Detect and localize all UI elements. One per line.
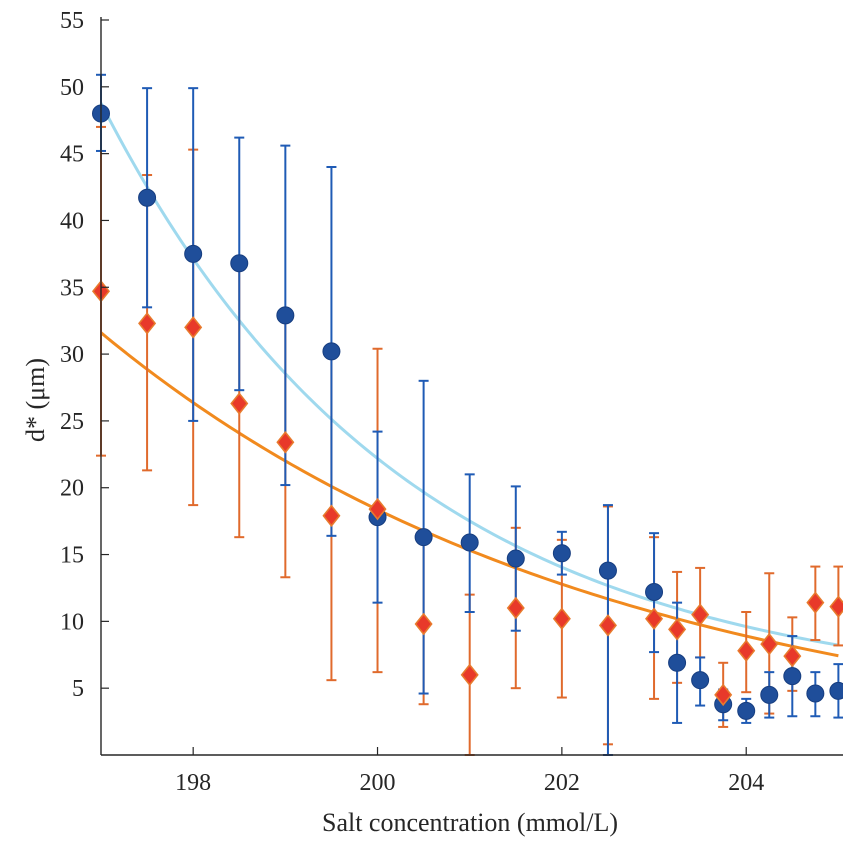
data-point-circle <box>668 653 687 672</box>
y-tick-label: 50 <box>60 75 84 101</box>
data-point-diamond <box>552 607 571 630</box>
error-bars <box>96 73 843 756</box>
data-point-circle <box>691 671 710 690</box>
data-point-circle <box>276 306 295 325</box>
data-point-circle <box>138 188 157 207</box>
data-point-diamond <box>760 632 779 656</box>
data-point-diamond <box>138 312 157 335</box>
y-tick-label: 35 <box>60 275 84 301</box>
data-point-diamond <box>368 497 387 521</box>
data-markers <box>91 104 843 720</box>
data-point-diamond <box>598 614 617 637</box>
data-point-diamond <box>414 612 433 636</box>
data-point-diamond <box>184 316 203 339</box>
tick-labels: 5 10 15 20 25 30 35 40 45 50 55 198 200 202 204 <box>60 8 764 796</box>
data-point-diamond <box>737 639 756 663</box>
x-tick-label: 198 <box>175 770 211 796</box>
data-point-circle <box>783 667 802 686</box>
data-point-diamond <box>668 618 687 641</box>
x-tick-label: 204 <box>728 770 764 796</box>
data-point-circle <box>598 561 617 580</box>
data-point-diamond <box>460 663 479 687</box>
data-point-diamond <box>322 504 341 528</box>
data-point-diamond <box>829 595 843 618</box>
data-point-diamond <box>276 431 295 454</box>
data-point-circle <box>552 544 571 563</box>
data-point-diamond <box>691 603 710 626</box>
data-point-circle <box>760 685 779 704</box>
data-point-diamond <box>783 644 802 668</box>
y-axis-label: d* (μm) <box>21 358 50 442</box>
data-point-circle <box>414 528 433 547</box>
data-point-diamond <box>714 683 733 707</box>
y-tick-label: 45 <box>60 142 84 168</box>
y-tick-label: 20 <box>60 476 84 502</box>
y-tick-label: 30 <box>60 342 84 368</box>
data-point-circle <box>806 684 825 703</box>
data-point-circle <box>506 549 525 568</box>
data-point-circle <box>645 582 664 601</box>
data-point-diamond <box>506 596 525 620</box>
data-point-circle <box>322 342 341 361</box>
data-point-circle <box>230 254 249 273</box>
data-point-circle <box>829 681 843 700</box>
data-point-circle <box>184 244 203 263</box>
x-tick-label: 202 <box>544 770 580 796</box>
data-point-diamond <box>645 607 664 630</box>
data-point-circle <box>737 701 756 720</box>
y-tick-label: 10 <box>60 609 84 635</box>
y-tick-label: 15 <box>60 543 84 569</box>
data-point-circle <box>460 533 479 552</box>
data-point-diamond <box>806 591 825 614</box>
data-point-diamond <box>230 392 249 415</box>
axes <box>100 17 843 756</box>
x-axis-label: Salt concentration (mmol/L) <box>322 808 618 837</box>
y-tick-label: 5 <box>72 676 84 702</box>
x-tick-label: 200 <box>360 770 396 796</box>
y-tick-label: 40 <box>60 208 84 234</box>
y-tick-label: 25 <box>60 409 84 435</box>
y-tick-label: 55 <box>60 8 84 34</box>
